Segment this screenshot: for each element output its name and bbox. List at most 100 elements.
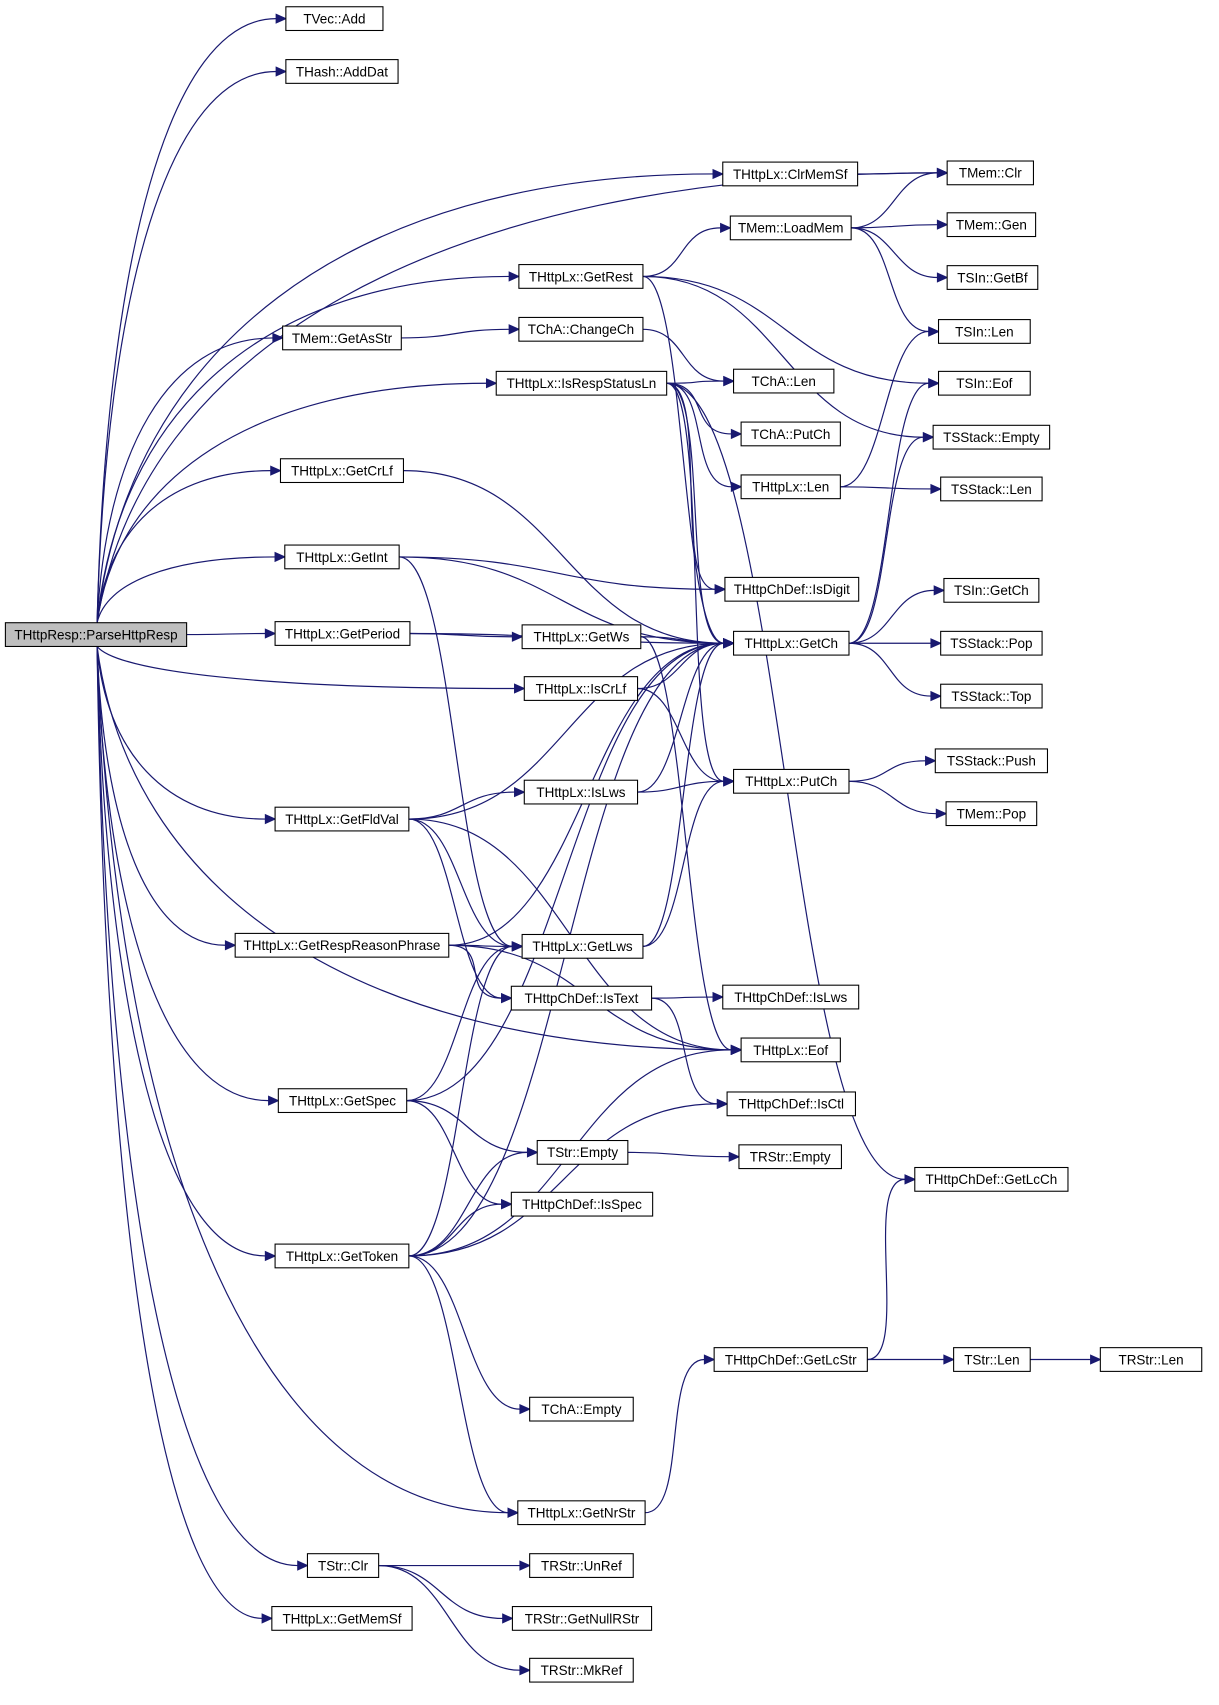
node-thttplx-islws[interactable]: THttpLx::IsLws (523, 779, 639, 805)
arrowhead-icon (930, 690, 943, 702)
arrowhead-icon (264, 813, 277, 825)
arrowhead-icon (925, 755, 937, 766)
edge-thttpchdef-istext-to-thttpchdef-isctl (651, 997, 718, 1105)
node-label: TMem::Clr (959, 166, 1022, 181)
node-tmem-pop[interactable]: TMem::Pop (945, 801, 1038, 827)
node-thttplx-getrest[interactable]: THttpLx::GetRest (518, 264, 644, 289)
node-trstr-mkref[interactable]: TRStr::MkRef (529, 1657, 634, 1683)
node-thttplx-getws[interactable]: THttpLx::GetWs (521, 624, 642, 650)
edge-thttplx-len-to-tsstack-len (840, 486, 931, 490)
arrowhead-icon (519, 1403, 531, 1415)
node-thttplx-getfldval[interactable]: THttpLx::GetFldVal (274, 806, 410, 832)
node-box (284, 544, 400, 570)
node-label: THttpLx::GetNrStr (528, 1506, 636, 1521)
arrowhead-icon (928, 378, 940, 389)
node-tsstack-empty[interactable]: TSStack::Empty (932, 424, 1051, 450)
node-label: TRStr::Len (1118, 1352, 1183, 1367)
node-thttplx-getnrstr[interactable]: THttpLx::GetNrStr (517, 1500, 646, 1526)
node-tmem-getasstr[interactable]: TMem::GetAsStr (282, 325, 402, 351)
node-thttplx-clrmemsf[interactable]: THttpLx::ClrMemSf (722, 161, 859, 187)
edge-thttplx-isrespstatusln-to-thttplx-putch (666, 382, 724, 782)
arrowhead-icon (730, 1044, 743, 1056)
node-thttplx-getperiod[interactable]: THttpLx::GetPeriod (274, 621, 411, 646)
node-thttplx-getch[interactable]: THttpLx::GetCh (733, 630, 850, 656)
node-label: TSStack::Empty (943, 430, 1040, 445)
node-tsstack-len[interactable]: TSStack::Len (940, 476, 1043, 502)
node-tsin-getbf[interactable]: TSIn::GetBf (946, 265, 1039, 290)
edge-thttpresp-parsehttpresp-to-thttplx-clrmemsf (96, 173, 714, 623)
node-tmem-clr[interactable]: TMem::Clr (946, 160, 1034, 186)
node-thttpchdef-getlcch[interactable]: THttpChDef::GetLcCh (914, 1166, 1069, 1192)
node-thttplx-getmemsf[interactable]: THttpLx::GetMemSf (271, 1606, 413, 1631)
arrowhead-icon (904, 1174, 917, 1185)
node-box (740, 1037, 841, 1063)
node-thttplx-gettoken[interactable]: THttpLx::GetToken (274, 1243, 410, 1269)
node-thttplx-getlws[interactable]: THttpLx::GetLws (521, 933, 644, 959)
node-tsin-getch[interactable]: TSIn::GetCh (943, 577, 1040, 603)
node-thttpchdef-isdigit[interactable]: THttpChDef::IsDigit (724, 576, 860, 602)
node-label: TChA::Empty (541, 1402, 621, 1417)
node-thttplx-eof[interactable]: THttpLx::Eof (740, 1037, 841, 1063)
node-thttplx-isrespstatusln[interactable]: THttpLx::IsRespStatusLn (495, 370, 668, 396)
node-thttplx-getcrlf[interactable]: THttpLx::GetCrLf (279, 458, 404, 484)
node-tstr-len[interactable]: TStr::Len (953, 1347, 1031, 1372)
node-tsstack-push[interactable]: TSStack::Push (934, 748, 1049, 774)
node-tcha-putch[interactable]: TChA::PutCh (740, 421, 841, 447)
arrowhead-icon (936, 272, 949, 283)
arrowhead-icon (297, 1560, 309, 1571)
arrowhead-icon (508, 271, 521, 282)
node-tmem-loadmem[interactable]: TMem::LoadMem (729, 215, 852, 241)
node-tsin-len[interactable]: TSIn::Len (937, 319, 1031, 344)
arrowhead-icon (728, 1151, 741, 1162)
node-thttpchdef-isspec[interactable]: THttpChDef::IsSpec (510, 1191, 654, 1217)
node-thttpchdef-istext[interactable]: THttpChDef::IsText (510, 985, 653, 1011)
edge-thttplx-getfldval-to-thttplx-getch (408, 642, 724, 820)
edge-thttplx-getspec-to-thttplx-getch (406, 642, 724, 1102)
node-label: TRStr::MkRef (541, 1663, 623, 1678)
node-trstr-unref[interactable]: TRStr::UnRef (529, 1553, 634, 1578)
node-thttplx-iscrlf[interactable]: THttpLx::IsCrLf (523, 676, 639, 701)
node-box (285, 6, 384, 32)
node-thttplx-getspec[interactable]: THttpLx::GetSpec (277, 1088, 408, 1114)
nodes: THttpResp::ParseHttpResp TVec::AddTHash::… (4, 6, 1203, 1683)
node-tstr-empty[interactable]: TStr::Empty (536, 1139, 629, 1165)
node-label: TStr::Len (964, 1352, 1019, 1367)
node-thttpchdef-isctl[interactable]: THttpChDef::IsCtl (726, 1091, 856, 1117)
node-tsstack-pop[interactable]: TSStack::Pop (940, 630, 1043, 656)
node-tmem-gen[interactable]: TMem::Gen (946, 212, 1037, 238)
node-thttpchdef-islws[interactable]: THttpChDef::IsLws (722, 984, 860, 1010)
node-tcha-changech[interactable]: TChA::ChangeCh (518, 316, 644, 342)
node-tcha-len[interactable]: TChA::Len (733, 368, 835, 394)
node-thttplx-getint[interactable]: THttpLx::GetInt (284, 544, 400, 570)
node-tstr-clr[interactable]: TStr::Clr (306, 1553, 380, 1578)
arrowhead-icon (936, 219, 949, 230)
arrowhead-icon (730, 428, 743, 440)
edge-thttpresp-parsehttpresp-to-thash-adddat (96, 70, 277, 623)
node-thttplx-len[interactable]: THttpLx::Len (740, 474, 841, 500)
node-thttplx-putch[interactable]: THttpLx::PutCh (733, 768, 850, 794)
node-box (521, 624, 642, 650)
node-label: TMem::Pop (957, 807, 1027, 822)
node-tcha-empty[interactable]: TChA::Empty (529, 1396, 634, 1422)
node-box (946, 212, 1037, 238)
edge-thttplx-getch-to-tsstack-empty (848, 436, 924, 644)
node-box (940, 683, 1043, 709)
node-thttpchdef-getlcstr[interactable]: THttpChDef::GetLcStr (713, 1347, 868, 1372)
node-trstr-len[interactable]: TRStr::Len (1099, 1347, 1203, 1372)
arrowhead-icon (930, 638, 943, 649)
node-thttpresp-parsehttpresp[interactable]: THttpResp::ParseHttpResp (4, 622, 188, 647)
node-thash-adddat[interactable]: THash::AddDat (285, 59, 399, 84)
node-box (733, 630, 850, 656)
node-label: TSStack::Pop (950, 636, 1032, 651)
node-tvec-add[interactable]: TVec::Add (285, 6, 384, 32)
node-label: THttpLx::GetFldVal (285, 812, 399, 827)
node-thttplx-getrespreasonphrase[interactable]: THttpLx::GetRespReasonPhrase (234, 932, 450, 958)
node-label: THttpLx::GetWs (534, 630, 630, 645)
node-tsin-eof[interactable]: TSIn::Eof (937, 370, 1031, 396)
node-box (733, 368, 835, 394)
node-trstr-empty[interactable]: TRStr::Empty (738, 1144, 842, 1170)
node-tsstack-top[interactable]: TSStack::Top (940, 683, 1043, 709)
node-box (934, 748, 1049, 774)
node-box (234, 932, 450, 958)
node-trstr-getnullrstr[interactable]: TRStr::GetNullRStr (511, 1606, 653, 1631)
